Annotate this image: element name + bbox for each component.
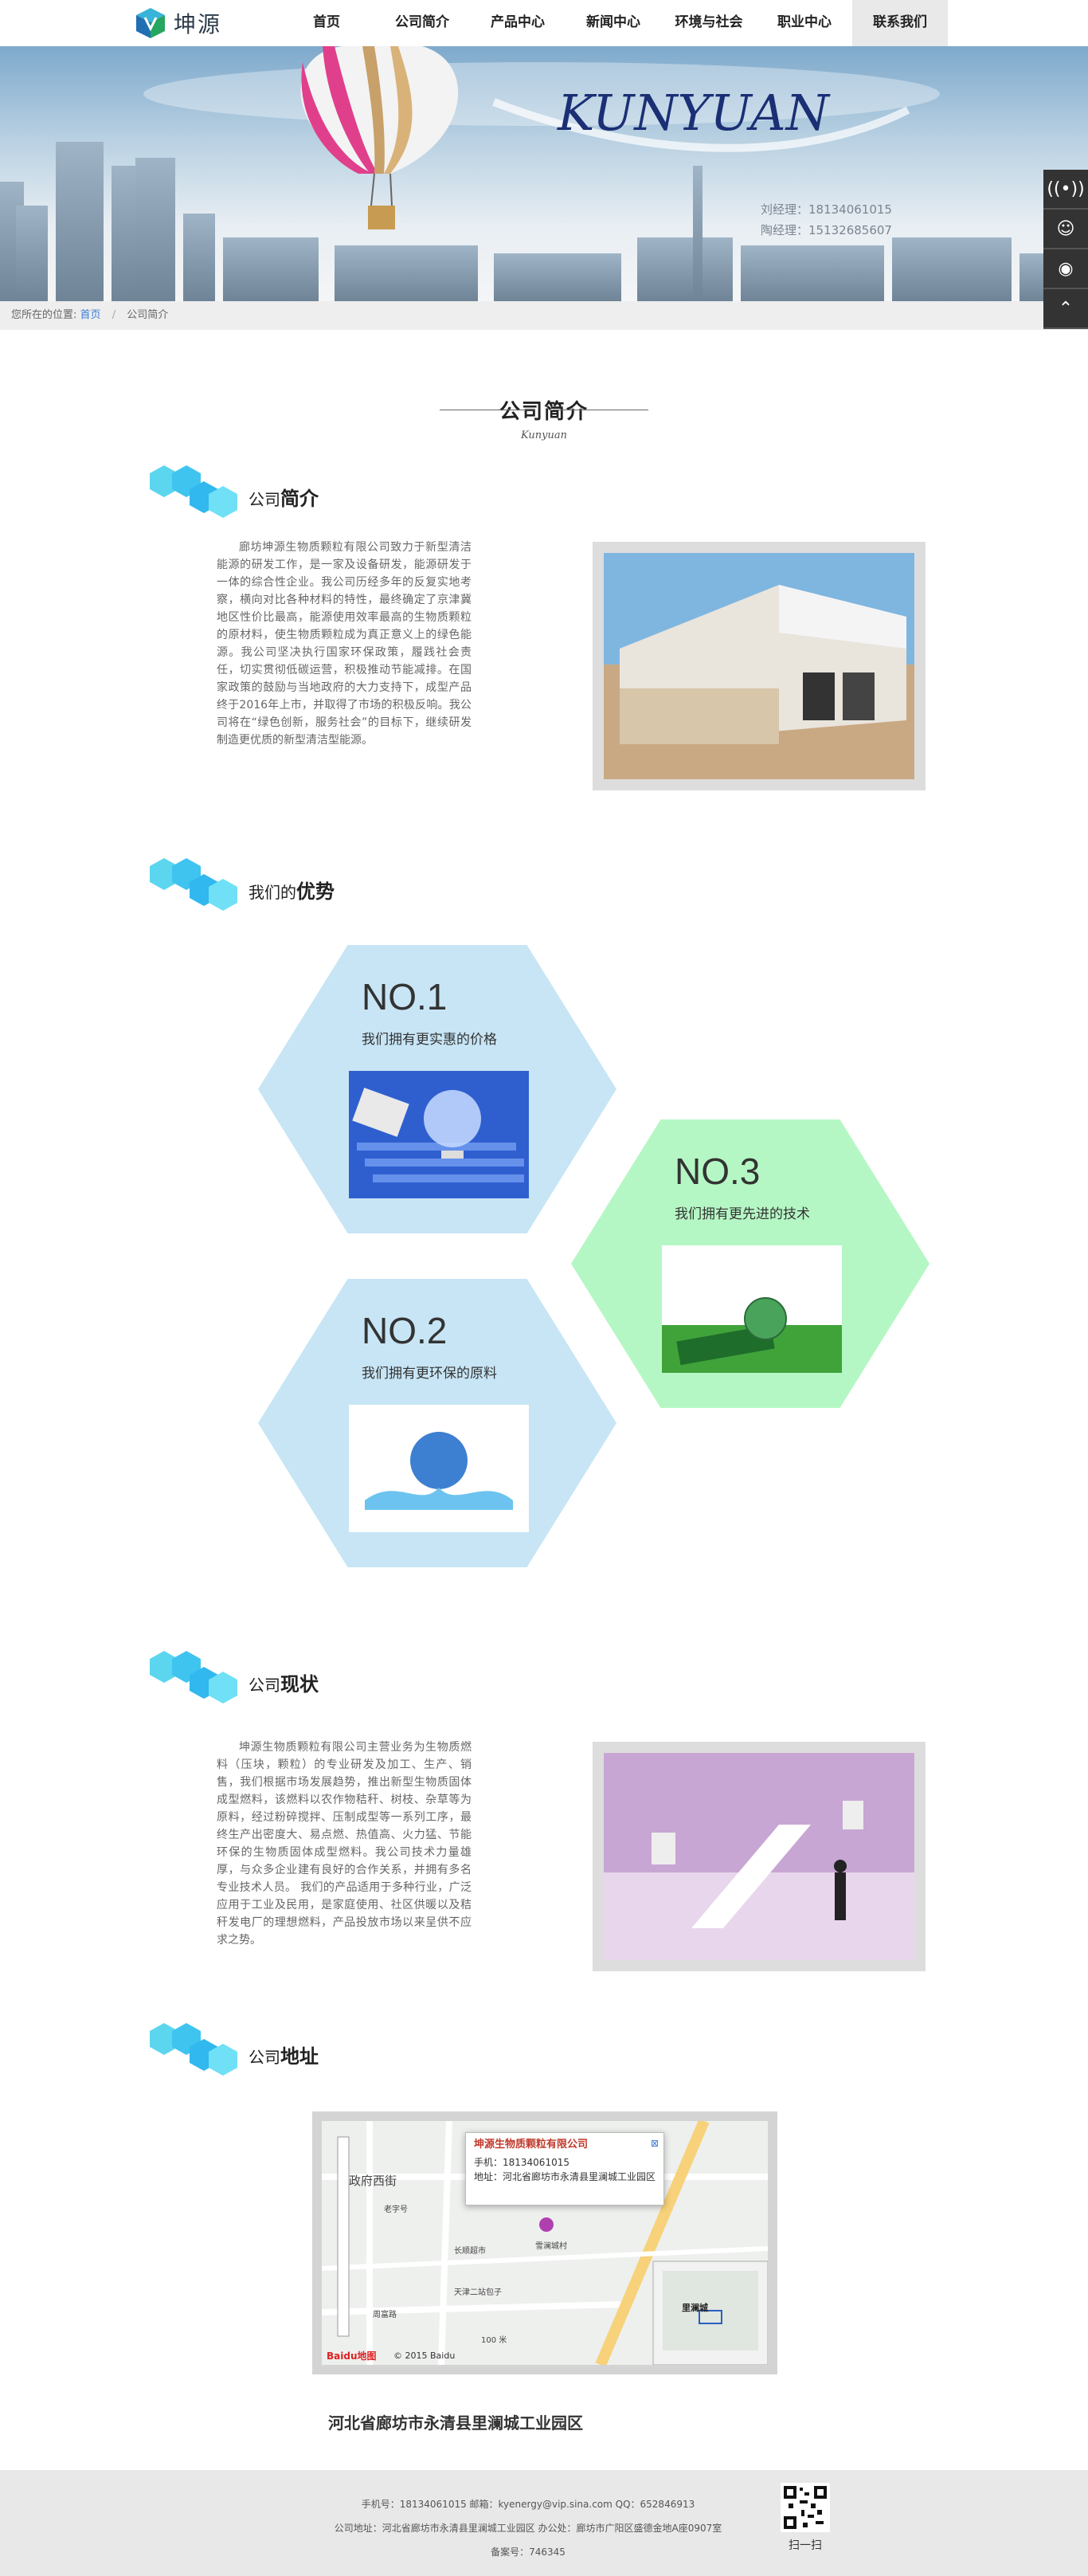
map-label: 老字号 xyxy=(384,2205,408,2214)
advantages-subhead-label: 我们的优势 xyxy=(249,880,335,903)
status-text: 坤源生物质颗粒有限公司主营业务为生物质燃料（压块，颗粒）的专业研发及加工、生产、… xyxy=(217,1741,472,1947)
hexagon-cluster-icon xyxy=(150,465,237,518)
breadcrumb-label: 您所在的位置: xyxy=(11,309,77,321)
qr-caption: 扫一扫 xyxy=(789,2539,822,2552)
advantage-card-3: NO.3 我们拥有更先进的技术 xyxy=(571,1119,929,1408)
section-heading: 公司简介 Kunyuan xyxy=(0,395,1088,441)
advantages-subhead: 我们的优势 xyxy=(140,855,459,911)
footer-address-line: 公司地址：河北省廊坊市永清县里澜城工业园区 办公处：廊坊市广阳区盛德金地A座09… xyxy=(334,2523,722,2534)
factory-photo xyxy=(593,542,926,790)
breadcrumb: 您所在的位置: 首页 / 公司简介 xyxy=(0,301,1088,330)
breadcrumb-separator: / xyxy=(112,309,116,321)
map-label: 天津二站包子 xyxy=(454,2288,502,2297)
about-text: 廊坊坤源生物质颗粒有限公司致力于新型清洁能源的研发工作，是一家及设备研发，能源研… xyxy=(217,541,472,747)
logo[interactable]: 坤源 xyxy=(134,5,221,41)
menu-item-career[interactable]: 职业中心 xyxy=(777,14,832,30)
footer-icp-line: 备案号：746345 xyxy=(491,2547,566,2558)
advantage-number: NO.2 xyxy=(362,1310,448,1351)
about-subhead-label: 公司简介 xyxy=(249,488,319,510)
weibo-icon[interactable]: ◉ xyxy=(1043,249,1088,289)
baidu-map[interactable]: ⊠ 坤源生物质颗粒有限公司 手机：18134061015 地址：河北省廊坊市永清… xyxy=(312,2111,777,2374)
advantage-caption: 我们拥有更实惠的价格 xyxy=(362,1032,497,1048)
qq-icon[interactable]: ☺ xyxy=(1043,210,1088,249)
advantage-caption: 我们拥有更先进的技术 xyxy=(675,1206,810,1222)
advantage-number: NO.1 xyxy=(362,976,448,1017)
hexagon-cluster-icon xyxy=(150,1651,237,1704)
brand-name: 坤源 xyxy=(174,11,222,37)
map-label: 长顺超市 xyxy=(454,2247,486,2256)
map-copyright: © 2015 Baidu xyxy=(393,2351,456,2361)
status-subhead-label: 公司现状 xyxy=(249,1673,319,1696)
map-popup-address: 地址：河北省廊坊市永清县里澜城工业园区 xyxy=(474,2171,656,2182)
advantage-card-1: NO.1 我们拥有更实惠的价格 xyxy=(258,945,616,1233)
breadcrumb-current: 公司简介 xyxy=(127,309,169,321)
advantage-caption: 我们拥有更环保的原料 xyxy=(362,1366,497,1382)
map-scale: 100 米 xyxy=(481,2336,507,2345)
advantage-card-2: NO.2 我们拥有更环保的原料 xyxy=(258,1279,616,1567)
banner-contacts: 刘经理：18134061015 陶经理：15132685607 xyxy=(761,199,892,241)
banner-title: KUNYUAN xyxy=(557,84,832,142)
menu-item-products[interactable]: 产品中心 xyxy=(491,14,545,30)
balloon-icon xyxy=(300,46,459,229)
green-globe-book-image xyxy=(662,1245,842,1373)
map-label: 雪澜城村 xyxy=(535,2242,567,2251)
page-title: 公司简介 xyxy=(499,400,589,424)
water-globe-image xyxy=(349,1405,529,1532)
page-subtitle: Kunyuan xyxy=(520,429,567,441)
address-subhead-label: 公司地址 xyxy=(249,2045,319,2068)
banner-contact-1: 刘经理：18134061015 xyxy=(761,202,892,217)
map-canvas[interactable]: ⊠ 坤源生物质颗粒有限公司 手机：18134061015 地址：河北省廊坊市永清… xyxy=(322,2121,768,2365)
map-popup-title: 坤源生物质颗粒有限公司 xyxy=(474,2139,589,2151)
map-label: 里澜城 xyxy=(682,2303,708,2313)
main-menu: 首页 公司简介 产品中心 新闻中心 环境与社会 职业中心 联系我们 xyxy=(279,0,948,46)
globe-keyboard-image xyxy=(349,1071,529,1198)
advantage-number: NO.3 xyxy=(675,1151,761,1192)
footer: 手机号：18134061015 邮箱：kyenergy@vip.sina.com… xyxy=(0,2470,1088,2576)
map-info-window: ⊠ 坤源生物质颗粒有限公司 手机：18134061015 地址：河北省廊坊市永清… xyxy=(465,2132,664,2205)
menu-item-home[interactable]: 首页 xyxy=(313,14,340,30)
menu-item-about[interactable]: 公司简介 xyxy=(395,14,449,30)
status-subhead: 公司现状 xyxy=(140,1648,459,1704)
map-popup-phone: 手机：18134061015 xyxy=(474,2157,569,2168)
menu-item-news[interactable]: 新闻中心 xyxy=(586,14,640,30)
banner-contact-2: 陶经理：15132685607 xyxy=(761,223,892,237)
stairs-photo xyxy=(593,1742,926,1971)
baidu-logo: Baidu地图 xyxy=(327,2351,377,2362)
hero-banner: KUNYUAN 刘经理：18134061015 陶经理：15132685607 xyxy=(0,46,1088,301)
menu-item-environment[interactable]: 环境与社会 xyxy=(675,14,743,30)
footer-contact-line: 手机号：18134061015 邮箱：kyenergy@vip.sina.com… xyxy=(361,2499,695,2510)
signal-icon[interactable]: ((•)) xyxy=(1043,170,1088,210)
menu-item-contact[interactable]: 联系我们 xyxy=(852,0,948,46)
banner-illustration: KUNYUAN xyxy=(0,46,1088,301)
address-text: 河北省廊坊市永清县里澜城工业园区 xyxy=(328,2413,583,2433)
hexagon-cluster-icon xyxy=(150,858,237,911)
about-subhead: 公司简介 xyxy=(140,462,459,518)
top-nav: 坤源 首页 公司简介 产品中心 新闻中心 环境与社会 职业中心 联系我们 xyxy=(0,0,1088,46)
map-label: 周富路 xyxy=(373,2311,397,2319)
qr-code-icon xyxy=(781,2483,830,2532)
close-icon[interactable]: ⊠ xyxy=(650,2138,659,2149)
address-subhead: 公司地址 xyxy=(140,2020,459,2076)
logo-cube-icon xyxy=(134,6,167,40)
side-toolbar: ((•)) ☺ ◉ ⌃ xyxy=(1043,170,1088,329)
breadcrumb-home-link[interactable]: 首页 xyxy=(80,309,101,321)
up-arrow-icon[interactable]: ⌃ xyxy=(1043,289,1088,329)
map-label: 政府西街 xyxy=(349,2174,397,2188)
hexagon-cluster-icon xyxy=(150,2023,237,2076)
